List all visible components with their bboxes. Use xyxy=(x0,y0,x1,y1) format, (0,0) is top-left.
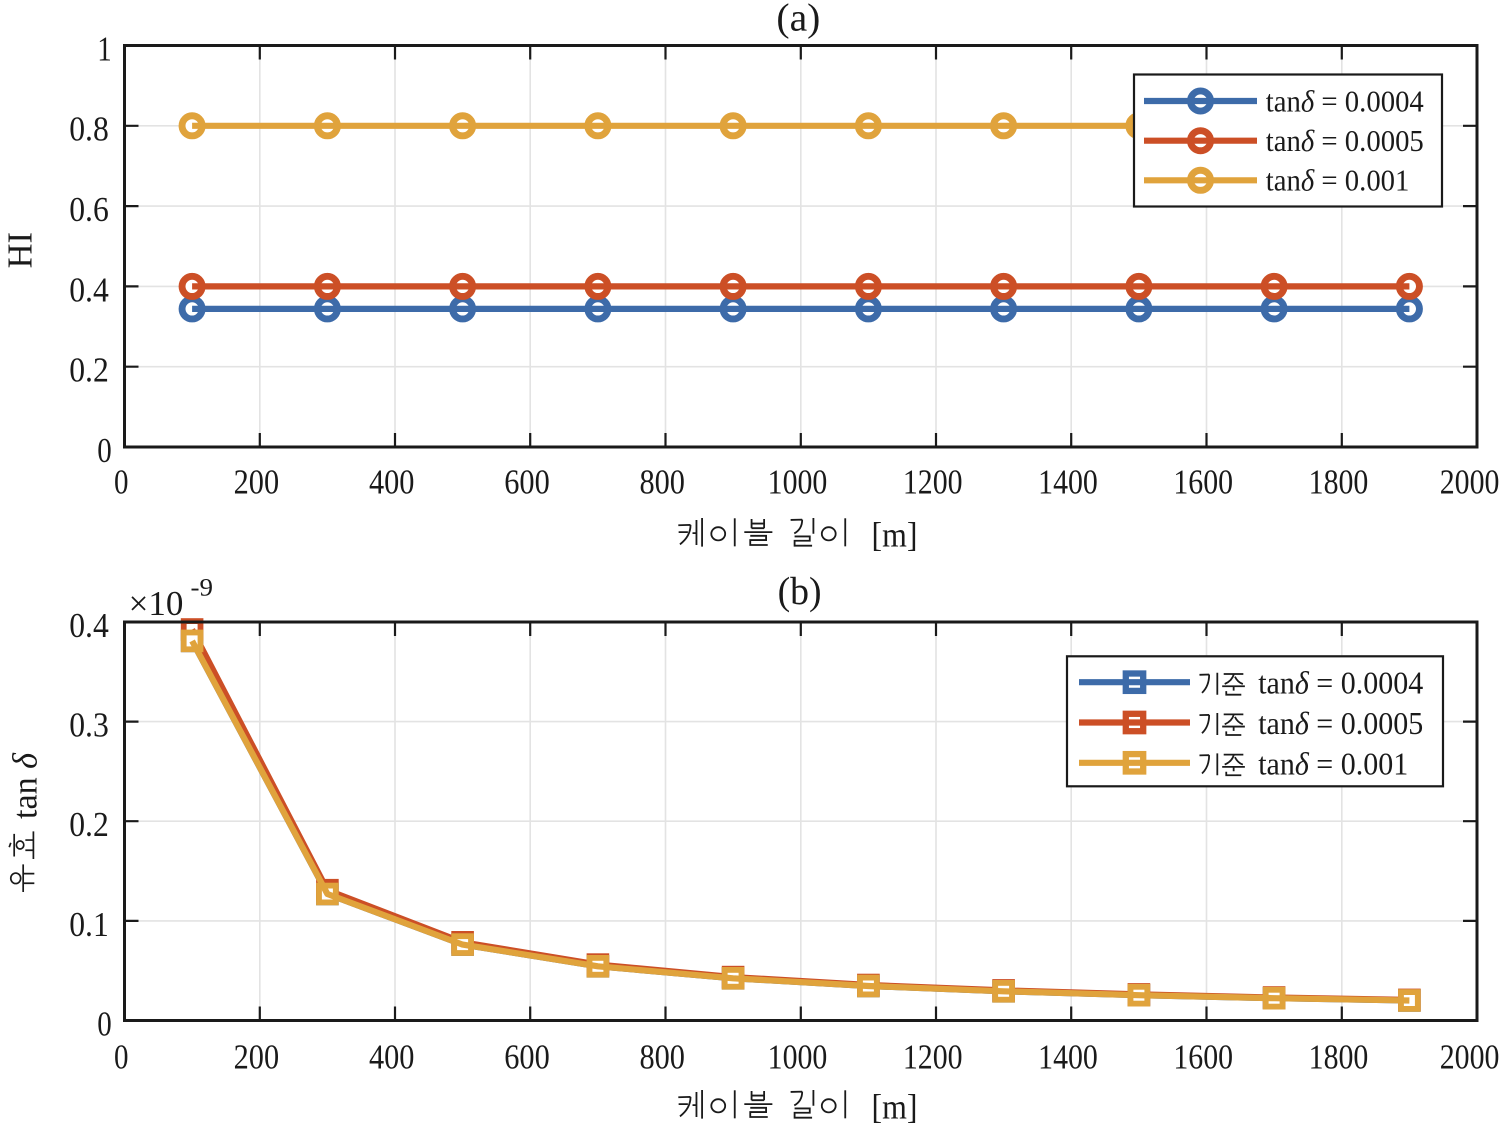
svg-text:1400: 1400 xyxy=(1038,1038,1098,1077)
svg-text:600: 600 xyxy=(504,1038,550,1077)
svg-text:-9: -9 xyxy=(191,575,214,602)
svg-text:600: 600 xyxy=(504,462,550,501)
svg-text:1600: 1600 xyxy=(1173,462,1233,501)
svg-text:tanδ = 0.0004: tanδ = 0.0004 xyxy=(1258,666,1423,701)
svg-text:1800: 1800 xyxy=(1309,1038,1369,1077)
svg-text:[m]: [m] xyxy=(872,1088,918,1126)
svg-text:200: 200 xyxy=(234,462,280,501)
svg-text:1600: 1600 xyxy=(1173,1038,1233,1077)
svg-text:2000: 2000 xyxy=(1440,1038,1500,1077)
svg-text:1000: 1000 xyxy=(768,1038,828,1077)
svg-text:0: 0 xyxy=(97,1004,112,1043)
svg-text:0.2: 0.2 xyxy=(69,351,109,390)
svg-text:1400: 1400 xyxy=(1038,462,1098,501)
svg-text:tanδ = 0.001: tanδ = 0.001 xyxy=(1266,164,1410,198)
svg-text:200: 200 xyxy=(234,1038,280,1077)
svg-text:0: 0 xyxy=(97,431,112,470)
svg-text:1800: 1800 xyxy=(1309,462,1369,501)
svg-text:800: 800 xyxy=(639,1038,685,1077)
svg-text:0.6: 0.6 xyxy=(69,190,109,229)
svg-text:1200: 1200 xyxy=(903,1038,963,1077)
svg-text:1200: 1200 xyxy=(903,462,963,501)
svg-text:HI: HI xyxy=(2,232,40,268)
svg-text:tan δ: tan δ xyxy=(6,752,45,819)
svg-text:0.4: 0.4 xyxy=(69,270,109,309)
svg-text:1000: 1000 xyxy=(768,462,828,501)
svg-text:0.3: 0.3 xyxy=(69,706,109,745)
svg-text:1: 1 xyxy=(97,29,112,68)
svg-text:0.2: 0.2 xyxy=(69,805,109,844)
svg-text:0.8: 0.8 xyxy=(69,110,109,149)
svg-text:0: 0 xyxy=(114,1038,129,1077)
svg-text:0: 0 xyxy=(114,462,129,501)
svg-text:0.4: 0.4 xyxy=(69,606,109,645)
svg-text:[m]: [m] xyxy=(872,516,918,555)
svg-text:tanδ = 0.0004: tanδ = 0.0004 xyxy=(1266,84,1424,118)
svg-text:0.1: 0.1 xyxy=(69,905,109,944)
svg-text:tanδ = 0.0005: tanδ = 0.0005 xyxy=(1258,706,1423,741)
svg-text:tanδ = 0.001: tanδ = 0.001 xyxy=(1258,746,1408,781)
svg-text:(a): (a) xyxy=(776,0,820,40)
svg-text:tanδ = 0.0005: tanδ = 0.0005 xyxy=(1266,124,1424,158)
svg-text:2000: 2000 xyxy=(1440,462,1500,501)
svg-text:400: 400 xyxy=(369,1038,415,1077)
svg-text:400: 400 xyxy=(369,462,415,501)
svg-text:(b): (b) xyxy=(778,570,822,613)
svg-text:×10: ×10 xyxy=(129,584,184,623)
svg-text:800: 800 xyxy=(639,462,685,501)
